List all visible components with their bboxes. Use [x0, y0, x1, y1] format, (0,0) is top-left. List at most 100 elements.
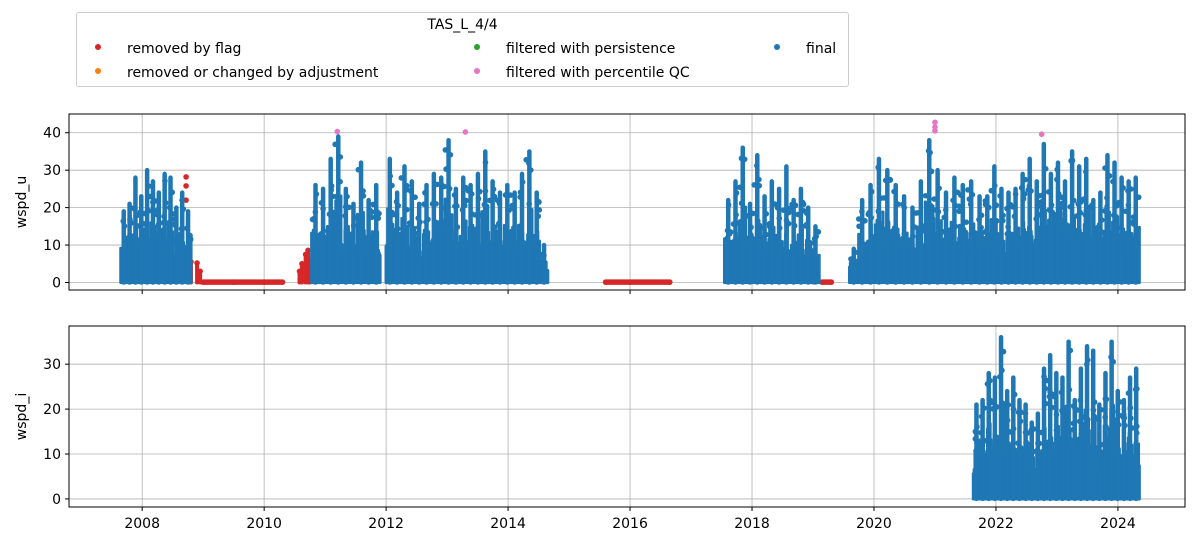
data-point — [187, 236, 194, 242]
panel-wspd_i: 0 10 20 30 2008 2010 2012 2014 2016 2018 2020 2022 2… — [14, 325, 1186, 532]
data-point — [334, 128, 341, 135]
data-point — [1005, 402, 1012, 408]
data-point — [1064, 406, 1071, 413]
data-point — [991, 182, 998, 189]
data-point — [1066, 386, 1073, 393]
data-point — [922, 192, 929, 199]
data-point — [366, 233, 373, 240]
data-point — [756, 182, 763, 189]
data-point — [526, 200, 533, 207]
legend-item-percentile-qc: filtered with percentile QC — [474, 65, 690, 81]
data-point — [432, 224, 439, 231]
data-point — [1057, 205, 1064, 211]
data-point — [1099, 229, 1105, 235]
data-point — [352, 214, 358, 221]
data-point — [738, 200, 745, 207]
data-point — [895, 201, 901, 208]
x-tick-label: 2020 — [856, 516, 892, 532]
data-point — [768, 228, 774, 234]
data-point — [803, 223, 809, 229]
data-point — [138, 236, 144, 242]
data-point — [1060, 431, 1067, 437]
data-point — [332, 141, 338, 148]
data-point — [1038, 429, 1045, 436]
data-point — [780, 207, 787, 213]
data-point — [978, 429, 984, 436]
data-point — [417, 219, 423, 225]
legend-item-final: final — [774, 41, 836, 57]
data-point — [126, 233, 133, 240]
data-point — [1004, 231, 1011, 237]
data-point — [760, 225, 766, 231]
data-point — [733, 190, 740, 196]
data-point — [852, 258, 859, 265]
data-point — [178, 230, 185, 237]
data-point — [1067, 347, 1074, 354]
data-point — [1037, 199, 1044, 205]
data-point — [891, 188, 897, 195]
data-point — [1082, 211, 1088, 218]
data-point — [1122, 422, 1128, 429]
y-axis-label: wspd_u — [14, 176, 30, 228]
data-point — [350, 222, 357, 229]
data-point — [776, 215, 783, 222]
data-point — [952, 223, 959, 230]
data-point — [766, 223, 773, 230]
data-point — [862, 218, 868, 224]
data-point — [1122, 208, 1129, 215]
data-point — [744, 213, 751, 219]
legend-item-removed-by-flag: removed by flag — [95, 41, 241, 57]
data-point — [326, 211, 333, 217]
data-point — [1102, 396, 1109, 402]
data-point — [1101, 208, 1108, 214]
data-point — [932, 119, 938, 126]
data-point — [1121, 415, 1128, 421]
data-point — [759, 235, 766, 241]
data-point — [972, 436, 979, 442]
data-point — [121, 223, 128, 229]
data-point — [463, 197, 470, 204]
data-point — [328, 187, 335, 193]
data-point — [1130, 221, 1137, 227]
data-point — [154, 211, 160, 218]
data-point — [429, 201, 436, 207]
data-point — [171, 216, 178, 222]
data-point — [1031, 426, 1037, 432]
data-point — [422, 190, 428, 196]
data-point — [993, 202, 1000, 208]
data-point — [1130, 214, 1137, 220]
data-point — [1092, 416, 1099, 422]
data-point — [1026, 448, 1033, 454]
data-point — [984, 227, 990, 233]
data-point — [367, 207, 373, 214]
data-point — [909, 233, 916, 240]
data-point — [791, 222, 798, 229]
legend-item-removed-or-changed: removed or changed by adjustment — [95, 65, 378, 81]
data-point — [972, 428, 979, 435]
data-point — [406, 220, 413, 226]
data-point — [882, 177, 889, 184]
data-point — [393, 198, 400, 205]
data-point — [1117, 201, 1123, 207]
data-point — [1005, 224, 1011, 230]
data-point — [919, 228, 925, 234]
data-point — [452, 203, 458, 210]
data-point — [481, 201, 488, 208]
data-point — [309, 216, 316, 223]
data-point — [940, 228, 946, 235]
y-tick-label: 30 — [43, 357, 61, 373]
data-point — [965, 187, 971, 193]
data-point — [443, 166, 449, 172]
data-point — [997, 374, 1003, 380]
data-point — [442, 147, 449, 153]
data-point — [1092, 232, 1099, 239]
data-point — [1042, 166, 1049, 172]
x-tick-label: 2016 — [612, 516, 648, 532]
data-point — [370, 201, 376, 208]
data-point — [1000, 212, 1006, 219]
data-point — [751, 182, 757, 188]
data-point — [803, 210, 810, 217]
data-point — [121, 243, 128, 250]
data-point — [355, 166, 362, 173]
data-point — [988, 187, 995, 194]
